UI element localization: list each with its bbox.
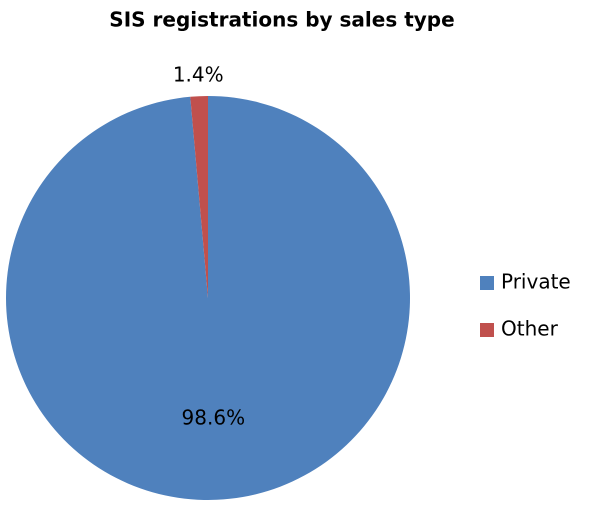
legend-label: Private [501, 270, 571, 294]
legend-label: Other [501, 317, 559, 341]
legend-swatch [480, 276, 494, 290]
pie-slice [190, 96, 208, 298]
data-label: 98.6% [182, 406, 246, 430]
data-label: 1.4% [173, 63, 224, 87]
legend-swatch [480, 323, 494, 337]
chart-title: SIS registrations by sales type [109, 8, 454, 32]
pie-slice [6, 96, 410, 501]
